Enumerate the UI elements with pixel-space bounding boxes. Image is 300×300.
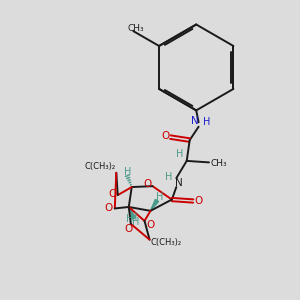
Text: CH₃: CH₃: [128, 24, 144, 33]
Text: CH₃: CH₃: [211, 159, 227, 168]
Text: H: H: [203, 117, 211, 127]
Text: H: H: [165, 172, 172, 182]
Text: O: O: [146, 220, 154, 230]
Text: N: N: [176, 178, 183, 188]
Text: O: O: [143, 179, 151, 189]
Text: O: O: [108, 189, 116, 199]
Text: H: H: [132, 218, 139, 227]
Text: O: O: [161, 130, 169, 141]
Text: H: H: [176, 149, 184, 159]
Text: H: H: [156, 192, 163, 202]
Text: H: H: [124, 167, 132, 177]
Text: C(CH₃)₂: C(CH₃)₂: [84, 162, 116, 171]
Text: N: N: [191, 116, 199, 126]
Text: H: H: [130, 212, 137, 222]
Polygon shape: [129, 207, 136, 219]
Text: H: H: [126, 214, 133, 224]
Text: O: O: [194, 196, 203, 206]
Text: O: O: [104, 203, 112, 214]
Text: O: O: [124, 224, 133, 234]
Text: C(CH₃)₂: C(CH₃)₂: [150, 238, 182, 247]
Polygon shape: [151, 200, 159, 211]
